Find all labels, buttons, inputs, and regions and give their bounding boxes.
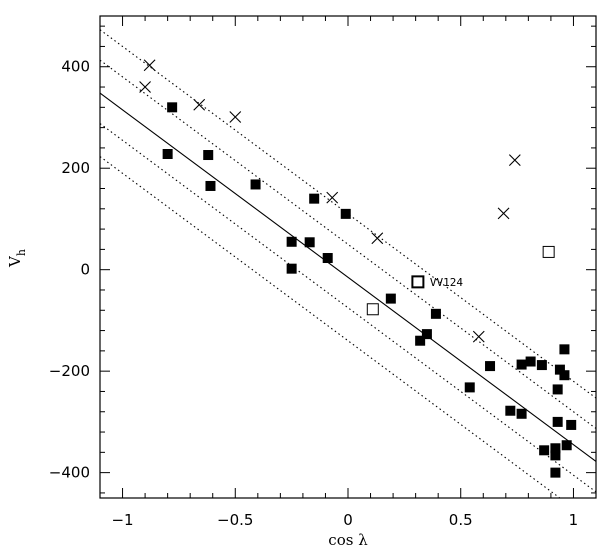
data-point-cross <box>371 232 384 245</box>
data-point-filled-square <box>162 149 173 160</box>
highlight-label: VV124 <box>430 276 463 289</box>
x-tick-label: 0 <box>343 511 353 529</box>
data-point-filled-square <box>559 344 570 355</box>
envelope-line-2 <box>100 59 596 429</box>
data-point-cross <box>508 154 521 166</box>
envelope-line-3 <box>100 123 596 493</box>
data-point-filled-square <box>167 102 178 113</box>
data-point-filled-square <box>485 361 496 372</box>
data-point-filled-square <box>415 335 426 346</box>
data-point-filled-square <box>421 329 432 340</box>
data-point-filled-square <box>203 150 214 161</box>
y-axis-label-main: V <box>6 255 24 268</box>
data-point-cross <box>139 81 151 93</box>
data-point-filled-square <box>550 450 561 461</box>
data-point-filled-square <box>525 356 536 367</box>
data-point-cross <box>229 111 242 123</box>
y-tick-label: −200 <box>49 362 90 380</box>
data-point-cross <box>143 59 156 72</box>
y-axis-label-sub: h <box>15 249 28 256</box>
x-tick-label: −1 <box>111 511 133 529</box>
data-point-cross <box>472 330 485 343</box>
fit-line <box>100 92 596 462</box>
data-point-filled-square <box>539 445 550 456</box>
points-layer <box>139 59 577 478</box>
x-tick-label: 0.5 <box>449 511 473 529</box>
data-point-filled-square <box>250 179 261 190</box>
labels-layer: −1 −0.5 0 0.5 1 −400 −200 0 200 400 VV124 <box>49 58 578 529</box>
data-point-cross <box>326 191 339 204</box>
plot-frame <box>99 15 597 499</box>
data-point-filled-square <box>430 308 441 319</box>
data-point-filled-square <box>566 419 577 430</box>
data-point-cross <box>497 207 510 220</box>
data-point-filled-square <box>536 360 547 371</box>
data-point-filled-square <box>559 370 570 381</box>
data-point-open-square <box>542 245 555 258</box>
data-point-filled-square <box>286 236 297 247</box>
ticks-layer <box>100 16 596 498</box>
y-tick-label: −400 <box>49 464 90 482</box>
x-tick-label: −0.5 <box>217 511 253 529</box>
data-point-filled-square <box>516 408 527 419</box>
data-point-filled-square <box>516 359 527 370</box>
data-point-filled-square <box>304 237 315 248</box>
data-point-filled-square <box>464 382 475 393</box>
data-point-cross <box>193 98 206 111</box>
y-tick-label: 200 <box>61 159 90 177</box>
x-axis-label: cos λ <box>328 531 368 549</box>
y-tick-label: 400 <box>61 58 90 76</box>
data-point-open-square <box>366 303 379 316</box>
y-tick-label: 0 <box>80 261 90 279</box>
x-tick-label: 1 <box>569 511 579 529</box>
data-point-filled-square <box>552 416 563 427</box>
data-point-filled-square <box>286 263 297 274</box>
y-axis-label: Vh <box>6 249 28 268</box>
data-point-filled-square <box>561 440 572 451</box>
data-point-filled-square <box>205 180 216 191</box>
data-point-filled-square <box>322 253 333 264</box>
data-point-filled-square <box>552 384 563 395</box>
data-point-filled-square <box>340 208 351 219</box>
data-point-filled-square <box>385 293 396 304</box>
data-point-filled-square <box>550 443 561 454</box>
data-point-filled-square <box>505 405 516 416</box>
data-point-filled-square <box>309 193 320 204</box>
highlight-point <box>411 275 425 289</box>
data-point-filled-square <box>554 364 565 375</box>
lines-layer <box>100 29 596 498</box>
data-point-filled-square <box>550 467 561 478</box>
